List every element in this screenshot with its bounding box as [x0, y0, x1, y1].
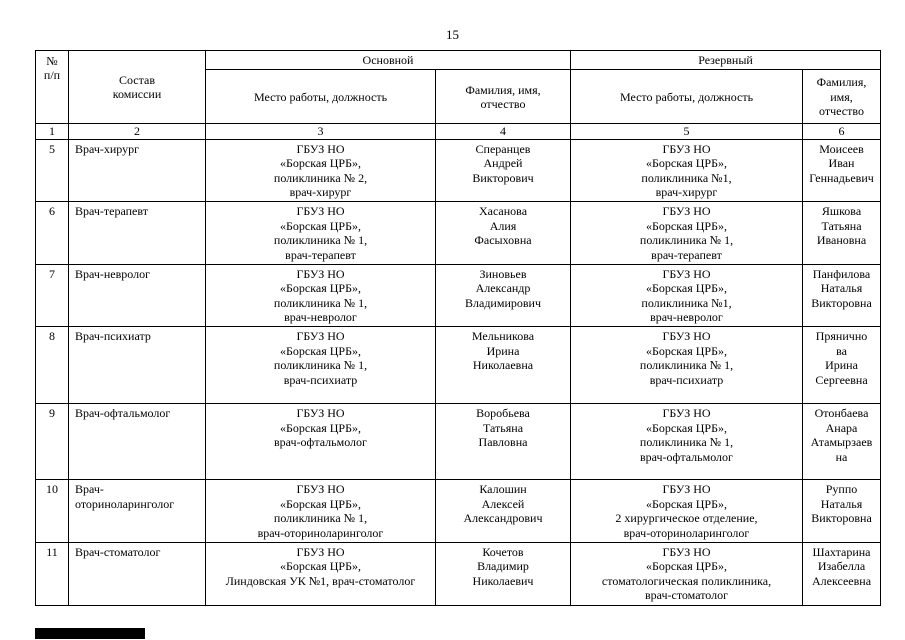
- table-row: 8 Врач-психиатр ГБУЗ НО «Борская ЦРБ», п…: [35, 326, 882, 405]
- main-workplace: ГБУЗ НО «Борская ЦРБ», поликлиника № 2, …: [205, 138, 436, 203]
- main-person-name: Сперанцев Андрей Викторович: [435, 138, 571, 203]
- commission-role: Врач-психиатр: [68, 326, 206, 405]
- row-number: 6: [35, 201, 69, 265]
- column-index-5: 5: [570, 123, 803, 140]
- header-group-row: № п/п Состав комиссии Основной Резервный: [35, 49, 882, 125]
- table-row: 7 Врач-невролог ГБУЗ НО «Борская ЦРБ», п…: [35, 263, 882, 328]
- scan-artifact-bar: [35, 628, 145, 639]
- main-workplace: ГБУЗ НО «Борская ЦРБ», поликлиника № 1, …: [205, 479, 436, 544]
- reserve-workplace: ГБУЗ НО «Борская ЦРБ», поликлиника №1, в…: [570, 263, 803, 328]
- header-reserve-workplace: Место работы, должность: [570, 69, 803, 125]
- reserve-workplace: ГБУЗ НО «Борская ЦРБ», поликлиника № 1, …: [570, 201, 803, 265]
- column-index-1: 1: [35, 123, 69, 140]
- main-person-name: Воробьева Татьяна Павловна: [435, 403, 571, 481]
- row-number: 7: [35, 263, 69, 328]
- column-index-3: 3: [205, 123, 436, 140]
- row-number: 5: [35, 138, 69, 203]
- table-body: 5 Врач-хирург ГБУЗ НО «Борская ЦРБ», пол…: [35, 138, 882, 607]
- reserve-person-name: Шахтарина Изабелла Алексеевна: [801, 542, 882, 607]
- page-number: 15: [446, 27, 459, 42]
- header-main-workplace: Место работы, должность: [205, 69, 436, 125]
- column-index-6: 6: [801, 123, 882, 140]
- commission-role: Врач-хирург: [68, 138, 206, 203]
- main-person-name: Зиновьев Александр Владимирович: [435, 263, 571, 328]
- row-number: 9: [35, 403, 69, 481]
- reserve-workplace: ГБУЗ НО «Борская ЦРБ», стоматологическая…: [570, 542, 803, 607]
- main-workplace: ГБУЗ НО «Борская ЦРБ», поликлиника № 1, …: [205, 263, 436, 328]
- main-person-name: Хасанова Алия Фасыховна: [435, 201, 571, 265]
- reserve-person-name: Отонбаева Анара Атамырзаев на: [801, 403, 882, 481]
- main-workplace: ГБУЗ НО «Борская ЦРБ», Линдовская УК №1,…: [205, 542, 436, 607]
- commission-role: Врач- оториноларинголог: [68, 479, 206, 544]
- table-row: 10 Врач- оториноларинголог ГБУЗ НО «Борс…: [35, 479, 882, 544]
- row-number: 8: [35, 326, 69, 405]
- header-reserve-name: Фамилия, имя, отчество: [801, 69, 882, 125]
- header-main-name: Фамилия, имя, отчество: [435, 69, 571, 125]
- main-workplace: ГБУЗ НО «Борская ЦРБ», поликлиника № 1, …: [205, 201, 436, 265]
- header-reserve-group: Резервный: [569, 49, 882, 71]
- main-person-name: Мельникова Ирина Николаевна: [435, 326, 571, 405]
- commission-role: Врач-терапевт: [68, 201, 206, 265]
- commission-role: Врач-офтальмолог: [68, 403, 206, 481]
- commission-role: Врач-невролог: [68, 263, 206, 328]
- table-header: № п/п Состав комиссии Основной Резервный…: [35, 49, 882, 140]
- main-person-name: Кочетов Владимир Николаевич: [435, 542, 571, 607]
- commission-table: № п/п Состав комиссии Основной Резервный…: [35, 49, 882, 607]
- header-num: № п/п: [35, 49, 69, 125]
- table-row: 5 Врач-хирург ГБУЗ НО «Борская ЦРБ», пол…: [35, 138, 882, 203]
- main-workplace: ГБУЗ НО «Борская ЦРБ», врач-офтальмолог: [205, 403, 436, 481]
- main-person-name: Калошин Алексей Александрович: [435, 479, 571, 544]
- column-index-2: 2: [68, 123, 206, 140]
- row-number: 10: [35, 479, 69, 544]
- reserve-workplace: ГБУЗ НО «Борская ЦРБ», поликлиника № 1, …: [570, 326, 803, 405]
- reserve-person-name: Панфилова Наталья Викторовна: [801, 263, 882, 328]
- reserve-workplace: ГБУЗ НО «Борская ЦРБ», 2 хирургическое о…: [570, 479, 803, 544]
- table-row: 11 Врач-стоматолог ГБУЗ НО «Борская ЦРБ»…: [35, 542, 882, 607]
- reserve-workplace: ГБУЗ НО «Борская ЦРБ», поликлиника №1, в…: [570, 138, 803, 203]
- row-number: 11: [35, 542, 69, 607]
- reserve-person-name: Яшкова Татьяна Ивановна: [801, 201, 882, 265]
- reserve-workplace: ГБУЗ НО «Борская ЦРБ», поликлиника № 1, …: [570, 403, 803, 481]
- header-sub-row: Место работы, должность Фамилия, имя, от…: [36, 69, 882, 125]
- header-composition: Состав комиссии: [68, 49, 206, 125]
- main-workplace: ГБУЗ НО «Борская ЦРБ», поликлиника № 1, …: [205, 326, 436, 405]
- table-row: 6 Врач-терапевт ГБУЗ НО «Борская ЦРБ», п…: [35, 201, 882, 265]
- reserve-person-name: Моисеев Иван Геннадьевич: [801, 138, 882, 203]
- commission-role: Врач-стоматолог: [68, 542, 206, 607]
- column-index-row: 1 2 3 4 5 6: [35, 123, 882, 140]
- header-main-group: Основной: [205, 49, 571, 71]
- column-index-4: 4: [435, 123, 571, 140]
- table-row: 9 Врач-офтальмолог ГБУЗ НО «Борская ЦРБ»…: [35, 403, 882, 481]
- reserve-person-name: Прянично ва Ирина Сергеевна: [801, 326, 882, 405]
- reserve-person-name: Руппо Наталья Викторовна: [801, 479, 882, 544]
